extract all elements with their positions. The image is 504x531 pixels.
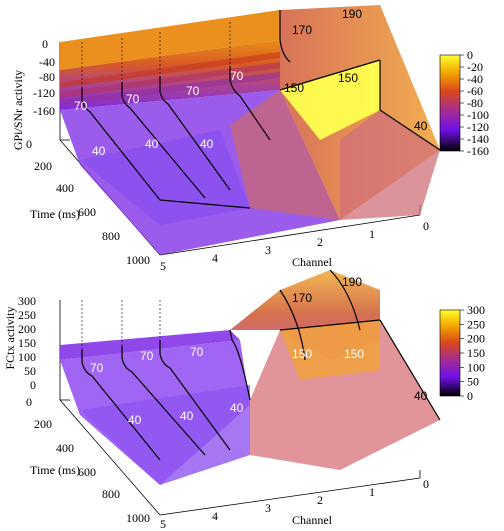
bottom-y-tick: 0 xyxy=(26,395,32,409)
top-y-tick: 600 xyxy=(78,205,96,219)
top-y-tick: 1000 xyxy=(126,253,150,267)
bottom-annotation: 190 xyxy=(342,275,362,289)
top-annotation: 150 xyxy=(338,71,358,85)
bottom-y-label: Time (ms) xyxy=(30,463,80,477)
bottom-z-tick: 300 xyxy=(18,294,36,308)
bottom-z-tick: 0 xyxy=(30,378,36,392)
bottom-z-tick: 250 xyxy=(18,308,36,322)
bottom-x-tick: 5 xyxy=(160,517,166,531)
top-annotation: 40 xyxy=(145,137,159,151)
bottom-annotation: 150 xyxy=(344,347,364,361)
top-annotation: 40 xyxy=(414,119,428,133)
bottom-colorbar-tick-label: 50 xyxy=(467,375,479,389)
top-annotation: 190 xyxy=(342,7,362,21)
top-x-tick: 4 xyxy=(212,251,218,265)
bottom-x-tick: 0 xyxy=(423,477,429,491)
top-x-tick: 5 xyxy=(160,259,166,273)
top-annotation: 40 xyxy=(92,144,106,158)
top-y-tick: 0 xyxy=(26,137,32,151)
top-x-tick: 1 xyxy=(369,227,375,241)
bottom-x-tick: 2 xyxy=(317,493,323,507)
top-panel: 0 -40 -80 -120 -160 GPi/SNr activity 0 2… xyxy=(11,5,489,273)
bottom-y-tick: 400 xyxy=(56,441,74,455)
top-z-tick: 0 xyxy=(42,37,48,51)
bottom-annotation: 40 xyxy=(414,389,428,403)
bottom-y-tick: 1000 xyxy=(126,511,150,525)
top-z-tick: -80 xyxy=(39,70,55,84)
bottom-x-tick: 1 xyxy=(369,485,375,499)
top-annotation: 70 xyxy=(230,69,244,83)
bottom-colorbar-tick-label: 0 xyxy=(467,389,473,403)
bottom-annotation: 40 xyxy=(230,401,244,415)
top-x-label: Channel xyxy=(292,255,333,269)
top-colorbar-tick-label: -120 xyxy=(467,120,489,134)
bottom-colorbar-tick-label: 250 xyxy=(467,317,485,331)
top-z-tick: -40 xyxy=(39,55,55,69)
top-colorbar-tick-label: -160 xyxy=(467,144,489,158)
top-colorbar-tick-label: -20 xyxy=(467,60,483,74)
top-x-tick: 2 xyxy=(317,235,323,249)
bottom-annotation: 70 xyxy=(140,349,154,363)
top-colorbar-tick-label: -40 xyxy=(467,72,483,86)
top-annotation: 40 xyxy=(200,137,214,151)
bottom-panel: 300 250 200 150 100 50 0 FCtx activity 0… xyxy=(3,269,485,531)
bottom-annotation: 40 xyxy=(128,413,142,427)
bottom-colorbar-tick-label: 300 xyxy=(467,303,485,317)
bottom-annotation: 150 xyxy=(292,347,312,361)
bottom-x-tick: 4 xyxy=(212,509,218,523)
top-annotation: 70 xyxy=(126,92,140,106)
top-colorbar-tick-label: -100 xyxy=(467,108,489,122)
top-annotation: 70 xyxy=(186,84,200,98)
top-colorbar-tick-label: -80 xyxy=(467,96,483,110)
top-x-tick: 3 xyxy=(265,243,271,257)
bottom-colorbar-tick-label: 100 xyxy=(467,360,485,374)
top-annotation: 150 xyxy=(284,81,304,95)
bottom-colorbar-tick-label: 200 xyxy=(467,332,485,346)
bottom-z-tick: 150 xyxy=(18,336,36,350)
bottom-y-tick: 200 xyxy=(34,417,52,431)
top-x-tick: 0 xyxy=(423,219,429,233)
bottom-y-tick: 800 xyxy=(102,487,120,501)
bottom-annotation: 170 xyxy=(292,291,312,305)
bottom-y-tick: 600 xyxy=(78,465,96,479)
top-colorbar-tick-label: -60 xyxy=(467,84,483,98)
bottom-z-label: FCtx activity xyxy=(3,307,17,370)
top-z-tick: -120 xyxy=(33,86,55,100)
bottom-z-tick: 50 xyxy=(24,364,36,378)
top-y-tick: 800 xyxy=(102,229,120,243)
top-annotation: 170 xyxy=(292,23,312,37)
bottom-annotation: 70 xyxy=(190,345,204,359)
top-annotation: 70 xyxy=(74,99,88,113)
bottom-z-tick: 200 xyxy=(18,322,36,336)
top-colorbar-tick-label: -140 xyxy=(467,132,489,146)
bottom-annotation: 40 xyxy=(180,409,194,423)
top-z-label: GPi/SNr activity xyxy=(11,70,25,150)
top-z-tick: -160 xyxy=(33,104,55,118)
bottom-x-tick: 3 xyxy=(265,501,271,515)
top-colorbar-tick-label: 0 xyxy=(467,48,473,62)
bottom-annotation: 70 xyxy=(90,361,104,375)
bottom-x-label: Channel xyxy=(292,513,333,527)
top-y-tick: 200 xyxy=(34,159,52,173)
top-y-tick: 400 xyxy=(56,181,74,195)
top-colorbar: 0-20-40-60-80-100-120-140-160 xyxy=(439,48,489,158)
bottom-z-tick: 100 xyxy=(18,350,36,364)
bottom-colorbar-tick-label: 150 xyxy=(467,346,485,360)
top-y-label: Time (ms) xyxy=(30,207,80,221)
